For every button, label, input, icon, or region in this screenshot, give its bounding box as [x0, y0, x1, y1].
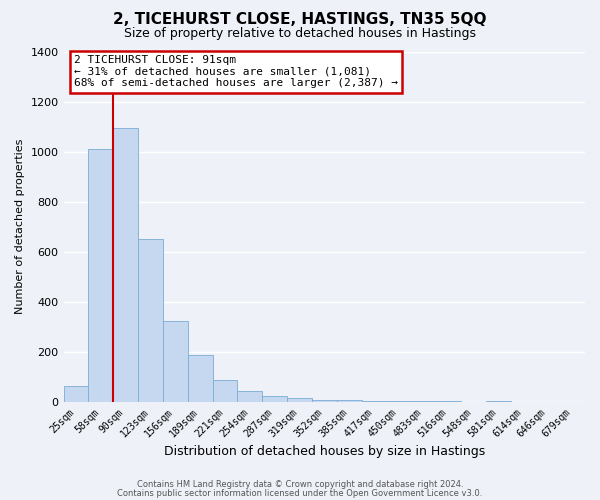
Bar: [312, 400, 337, 402]
Text: Size of property relative to detached houses in Hastings: Size of property relative to detached ho…: [124, 28, 476, 40]
Y-axis label: Number of detached properties: Number of detached properties: [15, 139, 25, 314]
Bar: [212, 380, 238, 402]
Bar: [64, 386, 88, 402]
Bar: [287, 398, 312, 402]
Bar: [436, 401, 461, 402]
Bar: [188, 354, 212, 402]
Bar: [337, 400, 362, 402]
Bar: [262, 396, 287, 402]
X-axis label: Distribution of detached houses by size in Hastings: Distribution of detached houses by size …: [164, 444, 485, 458]
Bar: [88, 149, 113, 402]
Bar: [411, 401, 436, 402]
Bar: [386, 401, 411, 402]
Text: Contains HM Land Registry data © Crown copyright and database right 2024.: Contains HM Land Registry data © Crown c…: [137, 480, 463, 489]
Bar: [113, 128, 138, 402]
Bar: [138, 240, 163, 402]
Bar: [362, 401, 386, 402]
Bar: [238, 391, 262, 402]
Bar: [485, 401, 511, 402]
Text: Contains public sector information licensed under the Open Government Licence v3: Contains public sector information licen…: [118, 488, 482, 498]
Text: 2 TICEHURST CLOSE: 91sqm
← 31% of detached houses are smaller (1,081)
68% of sem: 2 TICEHURST CLOSE: 91sqm ← 31% of detach…: [74, 55, 398, 88]
Bar: [163, 320, 188, 402]
Text: 2, TICEHURST CLOSE, HASTINGS, TN35 5QQ: 2, TICEHURST CLOSE, HASTINGS, TN35 5QQ: [113, 12, 487, 28]
